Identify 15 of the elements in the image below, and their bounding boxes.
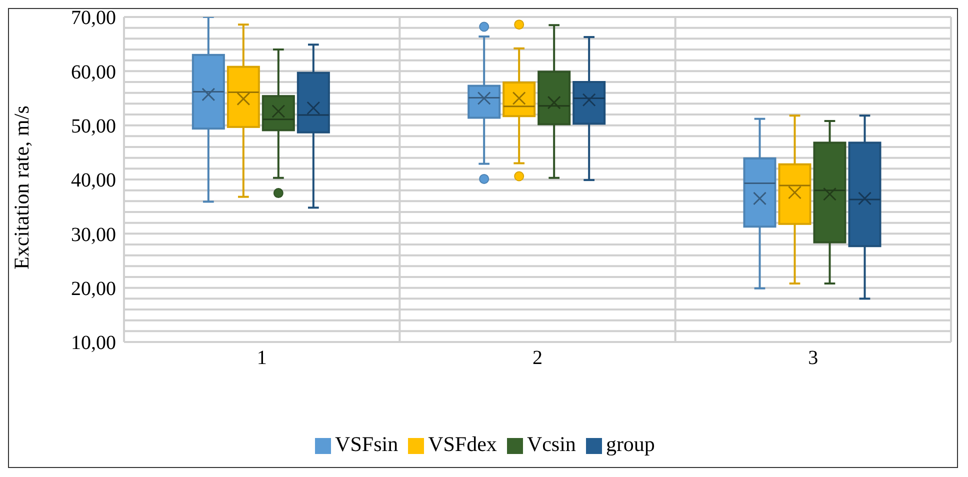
y-tick-label: 70,00	[71, 7, 116, 30]
y-tick-label: 50,00	[71, 115, 116, 138]
legend-label: group	[606, 432, 655, 456]
y-tick-label: 30,00	[71, 224, 116, 246]
y-tick-label: 60,00	[71, 61, 116, 84]
legend-label: VSFdex	[428, 432, 497, 456]
x-tick-label: 3	[808, 347, 818, 370]
y-tick-label: 20,00	[71, 278, 116, 300]
legend-label: VSFsin	[335, 432, 398, 456]
y-tick-label: 10,00	[71, 332, 116, 354]
x-tick-label: 1	[256, 347, 267, 370]
x-tick-label: 2	[532, 347, 542, 370]
y-axis-title: Excitation rate, m/s	[9, 106, 34, 270]
y-tick-label: 40,00	[71, 170, 116, 192]
legend-label: Vcsin	[526, 432, 576, 456]
